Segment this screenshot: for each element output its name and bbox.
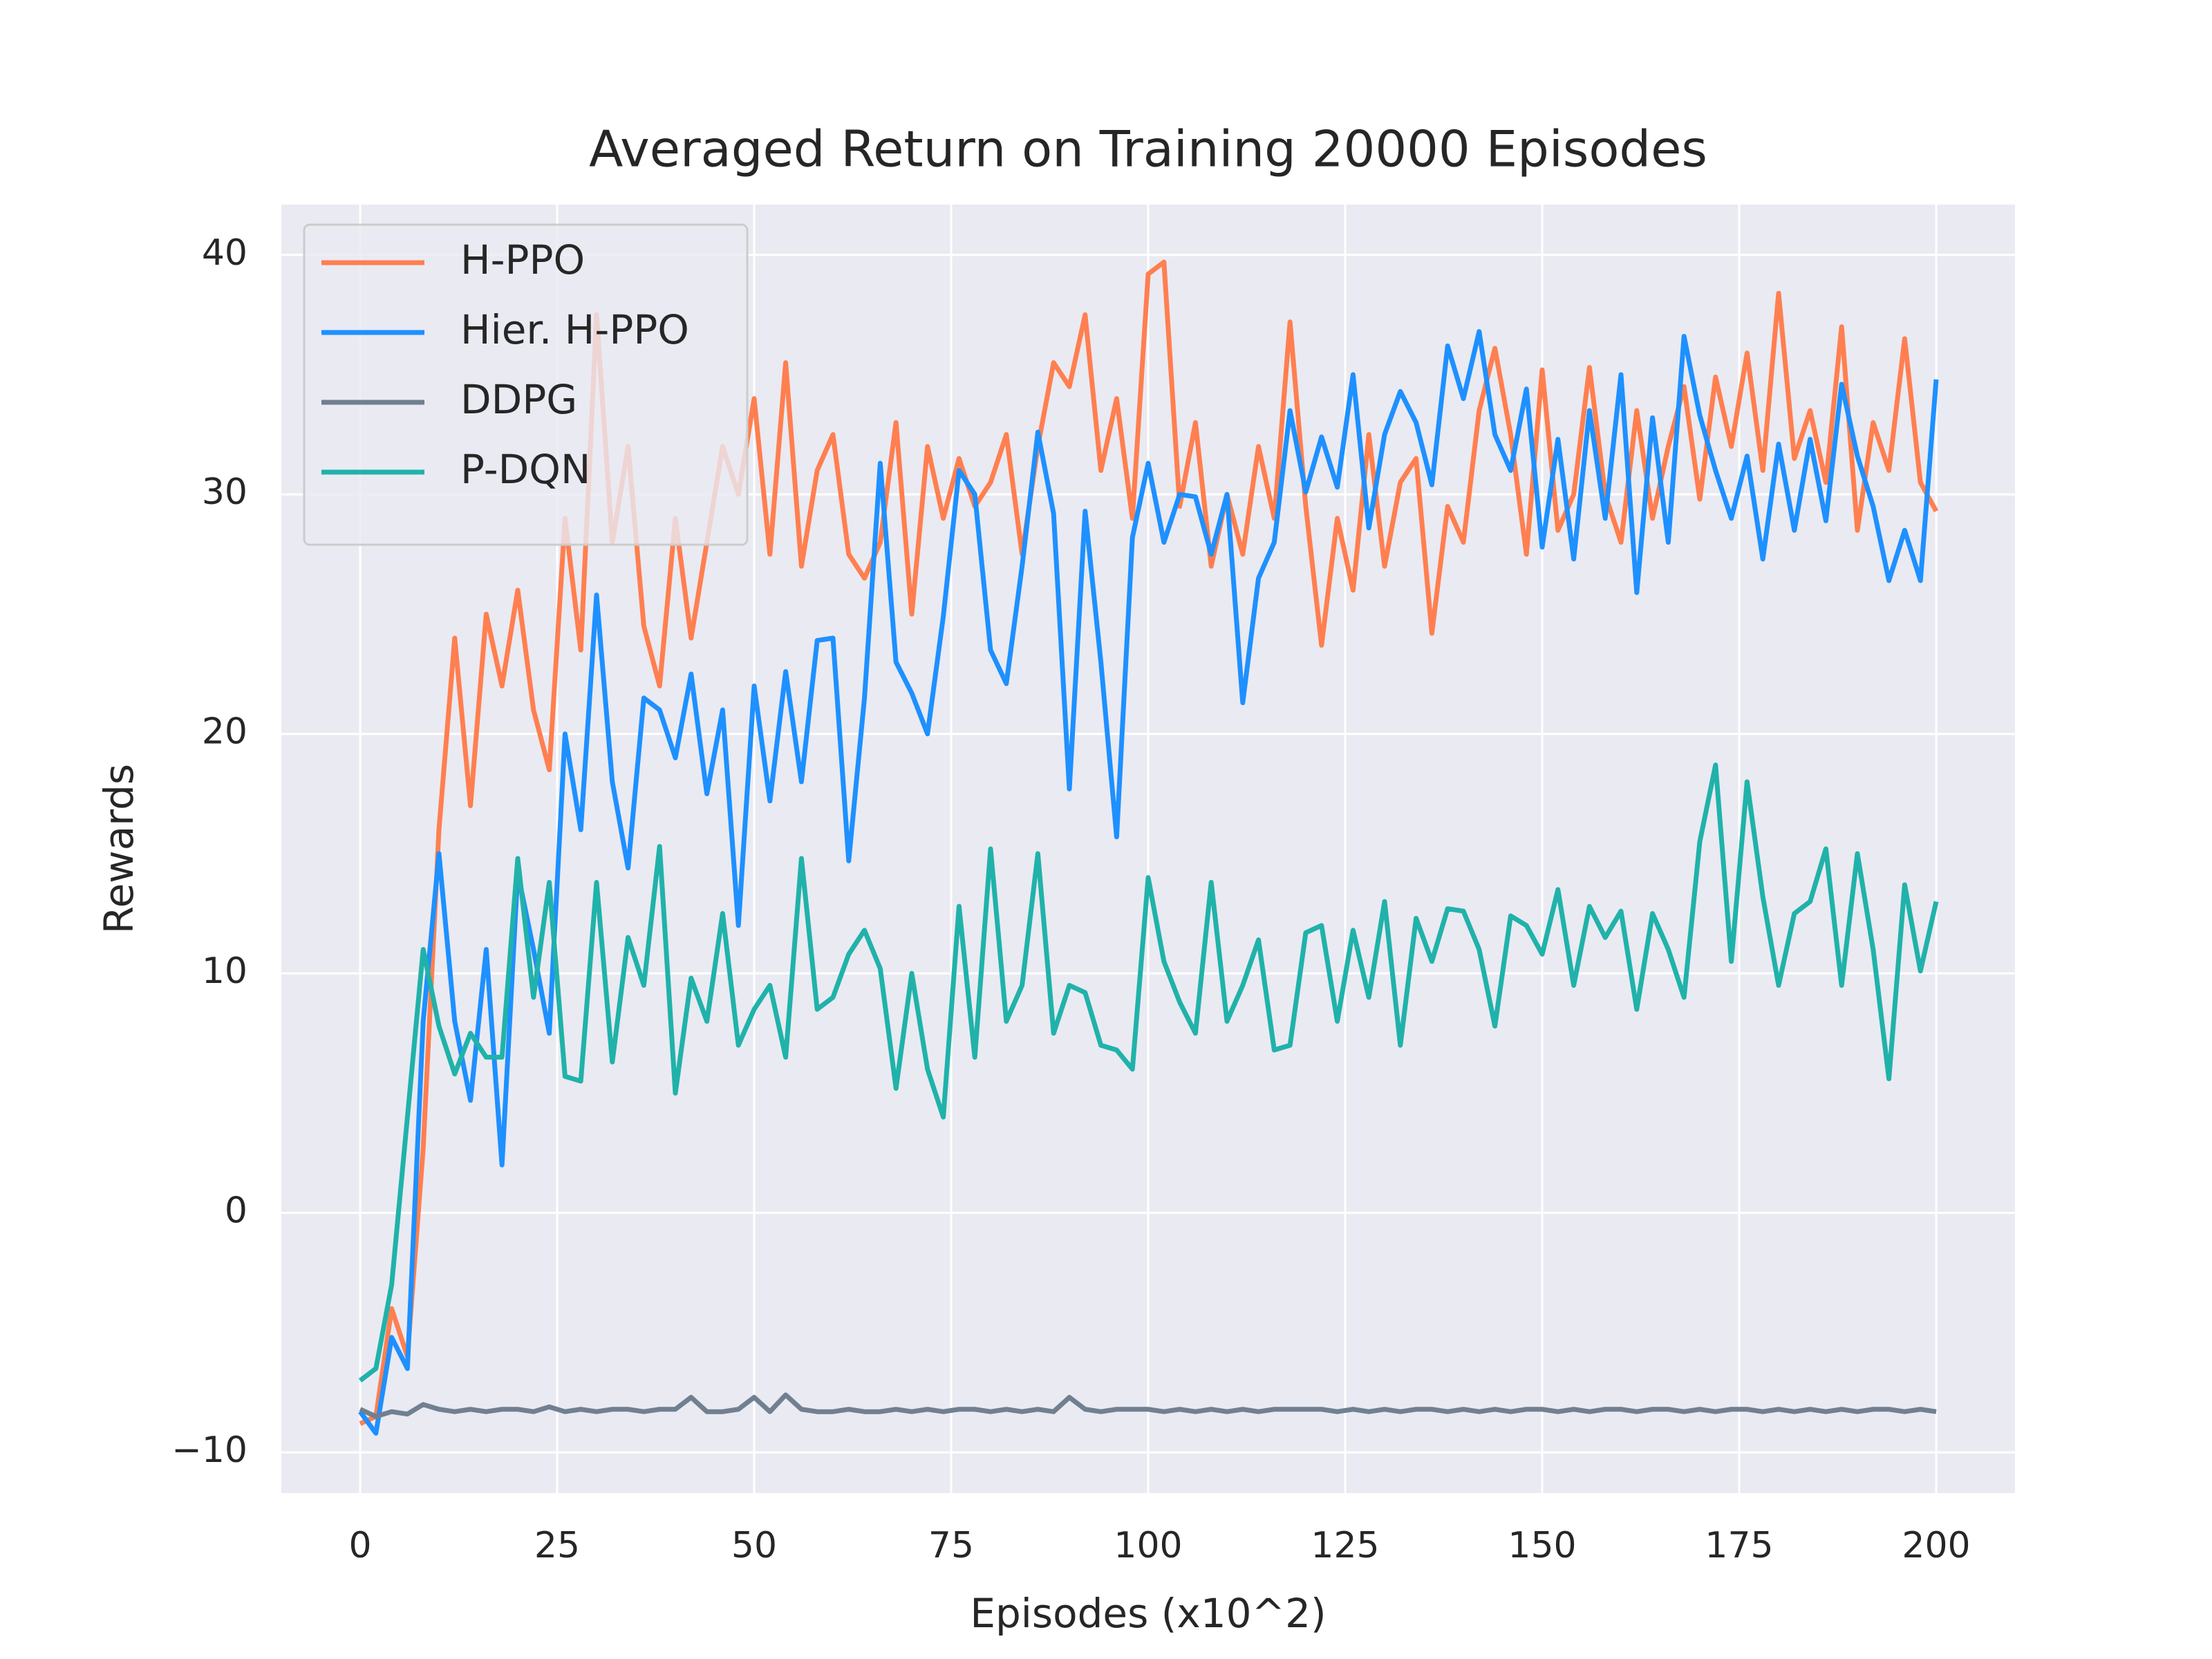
y-tick-label: 40 bbox=[202, 232, 247, 274]
y-axis-label: Rewards bbox=[95, 764, 142, 934]
series-line bbox=[358, 329, 1939, 1436]
ticks: 0 25 50 75 100 125 150 175 200 −10 0 10 20 30 40 bbox=[171, 232, 1970, 1566]
x-tick-label: 100 bbox=[1114, 1525, 1182, 1566]
legend-box bbox=[303, 223, 749, 546]
legend-label: P-DQN bbox=[460, 446, 590, 493]
y-tick-label: 20 bbox=[202, 711, 247, 753]
y-tick-label: 0 bbox=[225, 1190, 247, 1232]
x-tick-label: 50 bbox=[731, 1525, 777, 1566]
series-line bbox=[359, 1392, 1937, 1419]
x-tick-label: 75 bbox=[928, 1525, 974, 1566]
chart-title: Averaged Return on Training 20000 Episod… bbox=[589, 120, 1707, 178]
x-tick-label: 200 bbox=[1902, 1525, 1970, 1566]
legend-label: Hier. H-PPO bbox=[460, 306, 689, 353]
series-line bbox=[358, 762, 1939, 1382]
x-tick-label: 150 bbox=[1508, 1525, 1576, 1566]
y-tick-label: 30 bbox=[202, 471, 247, 513]
x-tick-label: 175 bbox=[1705, 1525, 1773, 1566]
y-tick-label: −10 bbox=[171, 1430, 247, 1471]
x-tick-label: 0 bbox=[348, 1525, 371, 1566]
y-tick-label: 10 bbox=[202, 950, 247, 992]
legend-label: H-PPO bbox=[460, 236, 585, 283]
legend: H-PPO Hier. H-PPO DDPG P-DQN bbox=[303, 223, 749, 546]
x-axis-label: Episodes (x10^2) bbox=[970, 1590, 1326, 1637]
x-tick-label: 25 bbox=[534, 1525, 580, 1566]
legend-label: DDPG bbox=[460, 376, 577, 423]
x-tick-label: 125 bbox=[1311, 1525, 1379, 1566]
